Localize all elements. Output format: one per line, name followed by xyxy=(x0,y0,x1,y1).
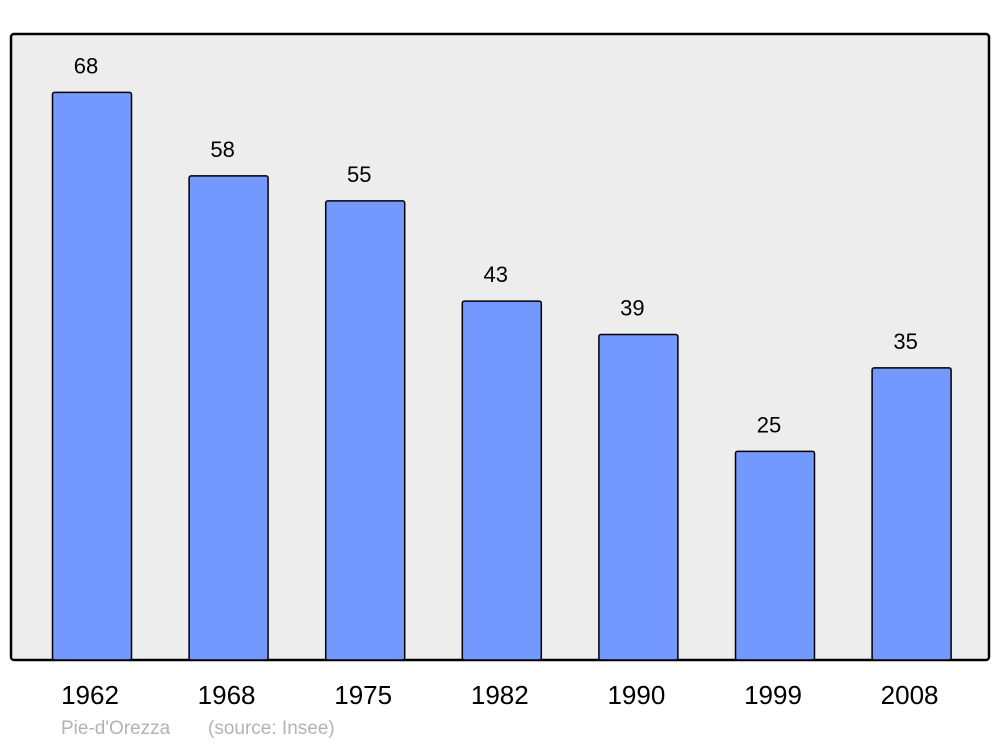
data-label-1975: 55 xyxy=(347,162,371,187)
footer-place: Pie-d'Orezza xyxy=(61,718,171,739)
bar-2008 xyxy=(871,367,952,661)
x-tick-label-1990: 1990 xyxy=(607,680,665,710)
x-tick-label-2008: 2008 xyxy=(881,680,939,710)
data-label-1990: 39 xyxy=(620,295,644,320)
x-tick-label-1982: 1982 xyxy=(471,680,529,710)
x-tick-label-1975: 1975 xyxy=(334,680,392,710)
bar-1999 xyxy=(734,450,816,661)
x-tick-label-1999: 1999 xyxy=(744,680,802,710)
data-label-2008: 35 xyxy=(893,329,917,354)
x-tick-label-1968: 1968 xyxy=(198,680,256,710)
footer-source: (source: Insee) xyxy=(208,718,335,739)
bar-1968 xyxy=(188,175,269,661)
data-label-1999: 25 xyxy=(757,412,781,437)
bar-1982 xyxy=(461,300,543,661)
bar-1975 xyxy=(324,200,406,661)
data-label-1962: 68 xyxy=(74,53,98,78)
x-tick-label-1962: 1962 xyxy=(61,680,119,710)
data-label-1982: 43 xyxy=(484,262,508,287)
bar-1962 xyxy=(51,91,133,661)
data-label-1968: 58 xyxy=(210,137,234,162)
bar-1990 xyxy=(598,333,679,661)
